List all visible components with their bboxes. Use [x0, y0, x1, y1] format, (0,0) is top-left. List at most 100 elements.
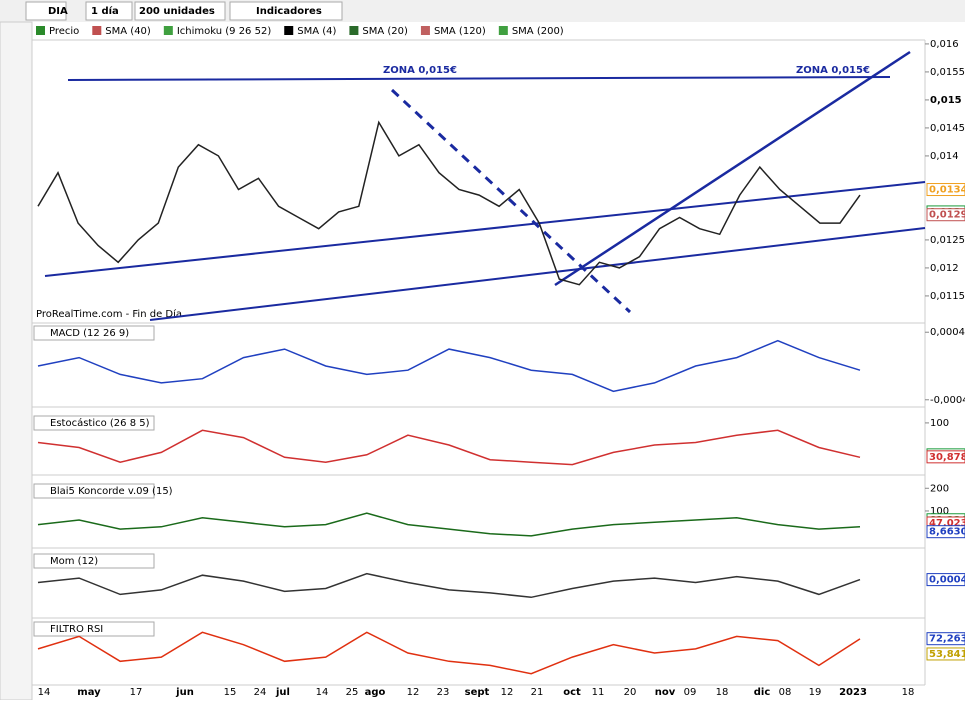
legend-swatch	[36, 26, 45, 35]
panel-title: Blai5 Koncorde v.09 (15)	[50, 486, 173, 497]
symbol-box[interactable]	[25, 1, 67, 21]
legend-swatch	[92, 26, 102, 35]
x-tick-label: dic	[754, 687, 771, 698]
legend-entry: Precio	[49, 26, 79, 37]
marker-label: 0,00040	[929, 575, 965, 586]
price-marker	[926, 450, 965, 464]
indicators-box[interactable]	[229, 1, 343, 21]
price-marker	[926, 647, 965, 661]
y-tick-label: 0,0004	[930, 327, 965, 338]
legend-swatch	[349, 26, 359, 35]
x-tick-label: oct	[563, 687, 581, 698]
panel-title: FILTRO RSI	[50, 624, 103, 635]
x-tick-label: 24	[254, 687, 267, 698]
price-marker	[926, 573, 965, 587]
zone-label: ZONA 0,015€	[796, 65, 870, 76]
source: ProRealTime.com - Fin de Día	[36, 308, 182, 320]
price-marker	[926, 208, 965, 222]
indicators: Indicadores	[256, 6, 322, 17]
x-tick-label: 11	[592, 687, 605, 698]
price-marker	[926, 525, 965, 539]
x-tick-label: 14	[38, 687, 51, 698]
trend-line	[44, 181, 926, 277]
x-tick-label: 20	[624, 687, 637, 698]
x-tick-label: jun	[175, 687, 194, 698]
y-tick-label: 200	[930, 483, 949, 494]
trend-line	[67, 76, 891, 81]
panel-title: MACD (12 26 9)	[50, 328, 129, 339]
marker-label: 0,0134	[929, 185, 965, 196]
marker-label: 30,878	[929, 452, 965, 463]
legend-entry: SMA (20)	[362, 26, 408, 37]
legend-entry: SMA (4)	[297, 26, 336, 37]
legend-swatch	[498, 26, 508, 35]
period-box[interactable]	[85, 1, 133, 21]
indicator-line	[37, 572, 861, 599]
panel-title-box	[33, 415, 155, 431]
legend-entry: SMA (200)	[512, 26, 564, 37]
x-tick-label: 14	[316, 687, 329, 698]
units-box[interactable]	[134, 1, 226, 21]
marker-label: 53,841	[929, 649, 965, 660]
x-tick-label: 2023	[839, 687, 867, 698]
marker-label: 8,6630	[929, 527, 965, 538]
legend-entry: SMA (120)	[434, 26, 486, 37]
trend-line	[554, 50, 911, 287]
price-marker	[926, 183, 965, 197]
y-tick-label: 0,012	[930, 263, 959, 274]
x-tick-label: 18	[902, 687, 915, 698]
x-tick-label: 15	[224, 687, 237, 698]
panel-title-box	[33, 483, 155, 499]
indicator-line	[37, 512, 861, 537]
price-marker	[926, 632, 965, 646]
x-tick-label: 08	[779, 687, 792, 698]
x-tick-label: nov	[655, 687, 676, 698]
x-tick-label: 23	[437, 687, 450, 698]
period: 1 día	[91, 5, 119, 17]
units: 200 unidades	[139, 6, 215, 17]
x-tick-label: 09	[684, 687, 697, 698]
indicator-line	[37, 339, 861, 393]
legend-entry: SMA (40)	[105, 26, 151, 37]
trend-line	[390, 88, 632, 314]
marker-label: 72,263	[929, 634, 965, 645]
zone-label: ZONA 0,015€	[383, 65, 457, 76]
x-tick-label: 12	[501, 687, 514, 698]
y-tick-label: 0,0115	[930, 291, 965, 302]
y-tick-label: 0,0155	[930, 67, 965, 78]
x-tick-label: 25	[346, 687, 359, 698]
x-tick-label: 12	[407, 687, 420, 698]
y-tick-label: 100	[930, 506, 949, 517]
legend-entry: Ichimoku (9 26 52)	[177, 26, 271, 37]
x-tick-label: ago	[365, 687, 386, 698]
panel-title-box	[33, 553, 155, 569]
x-tick-label: jul	[275, 687, 290, 698]
x-tick-label: 19	[809, 687, 822, 698]
tool-column	[0, 21, 33, 701]
panel-title: Estocástico (26 8 5)	[50, 417, 150, 429]
trend-line	[149, 227, 926, 321]
marker-label: 0,01295	[929, 210, 965, 221]
y-tick-label: -0,0004	[930, 395, 965, 406]
marker-label: 47,023	[929, 518, 965, 529]
indicator-line	[37, 429, 861, 466]
y-tick-label: 0,015	[930, 95, 962, 106]
legend-swatch	[284, 26, 294, 35]
symbol: DIA	[48, 6, 68, 17]
y-tick-label: 0,0145	[930, 123, 965, 134]
indicator-line	[37, 631, 861, 675]
x-tick-label: sept	[465, 687, 490, 698]
x-tick-label: may	[77, 687, 101, 698]
x-tick-label: 21	[531, 687, 544, 698]
x-tick-label: 17	[130, 687, 143, 698]
legend-swatch	[420, 26, 430, 35]
panel-title-box	[33, 621, 155, 637]
y-tick-label: 0,0125	[930, 235, 965, 246]
y-tick-label: 100	[930, 418, 949, 429]
panel-title: Mom (12)	[50, 556, 98, 567]
y-tick-label: 0,016	[930, 39, 959, 50]
price-line	[37, 120, 861, 286]
legend-swatch	[163, 26, 173, 35]
